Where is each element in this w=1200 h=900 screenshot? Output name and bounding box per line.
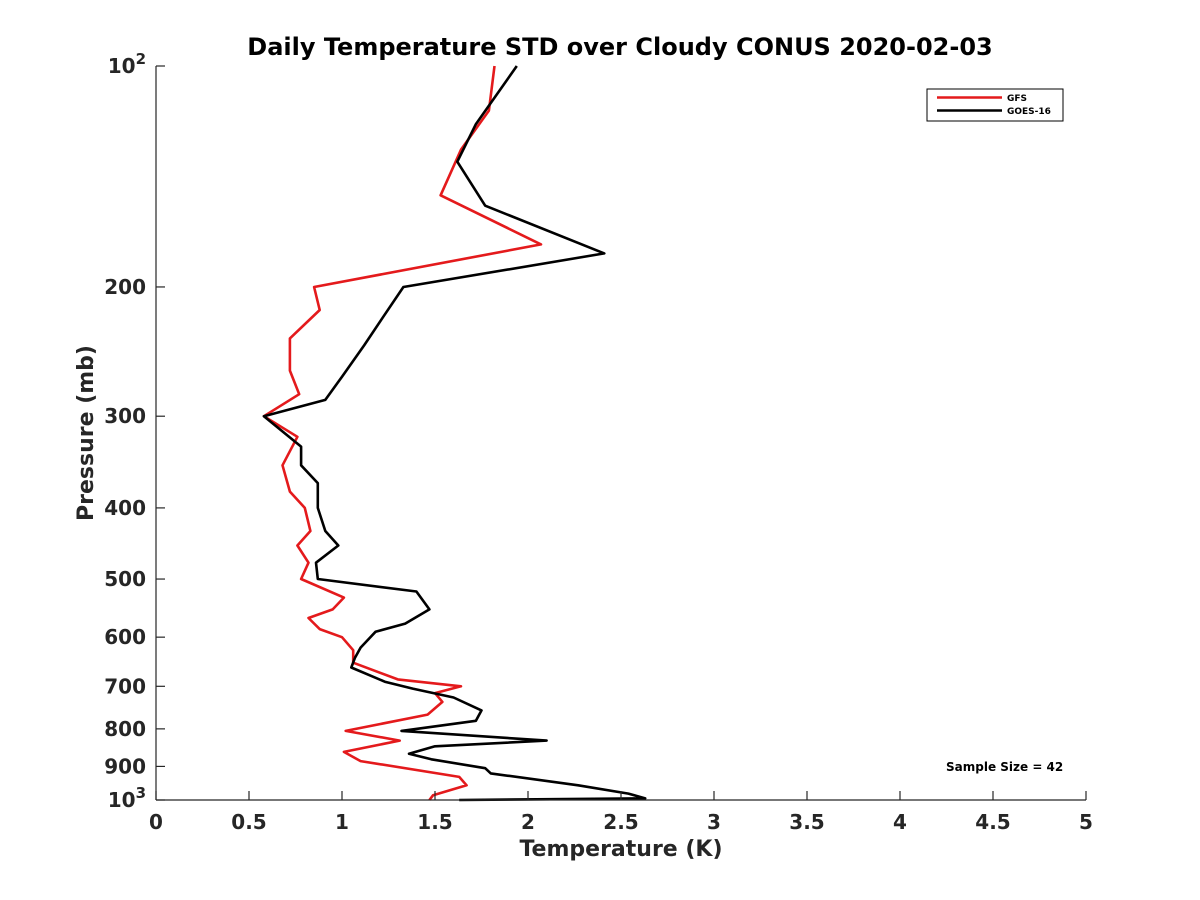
series-line-goes16 <box>262 65 647 802</box>
y-tick-label: 200 <box>104 275 146 299</box>
y-tick-label: 900 <box>104 754 146 778</box>
series-line-gfs <box>262 65 543 801</box>
x-tick-label: 3.5 <box>789 810 824 834</box>
y-tick-label: 600 <box>104 625 146 649</box>
y-tick-label: 400 <box>104 496 146 520</box>
x-tick-label: 5 <box>1079 810 1093 834</box>
sample-size-annotation: Sample Size = 42 <box>946 760 1063 774</box>
x-tick-label: 1 <box>335 810 349 834</box>
legend: GFS GOES-16 <box>926 88 1064 122</box>
y-tick-label: 500 <box>104 567 146 591</box>
y-axis-label: Pressure (mb) <box>74 345 99 521</box>
y-tick-label: 300 <box>104 404 146 428</box>
x-tick-label: 2 <box>521 810 535 834</box>
y-tick-label: 800 <box>104 717 146 741</box>
legend-box <box>926 88 1064 122</box>
y-tick-label: 102 <box>108 50 146 78</box>
x-tick-label: 4.5 <box>975 810 1010 834</box>
x-tick-label: 3 <box>707 810 721 834</box>
y-tick-label: 103 <box>108 784 146 812</box>
chart-title: Daily Temperature STD over Cloudy CONUS … <box>247 33 992 61</box>
series-layer <box>262 65 647 802</box>
legend-label-gfs: GFS <box>1007 94 1027 104</box>
y-ticks: 102 200 300 400 500 600 700 800 900 103 <box>104 50 165 812</box>
x-tick-label: 1.5 <box>417 810 452 834</box>
x-tick-label: 4 <box>893 810 907 834</box>
x-tick-label: 2.5 <box>603 810 638 834</box>
legend-label-goes16: GOES-16 <box>1007 107 1051 117</box>
x-tick-label: 0.5 <box>231 810 266 834</box>
x-ticks: 0 0.5 1 1.5 2 2.5 3 3.5 4 4.5 5 <box>149 791 1093 834</box>
y-tick-label: 700 <box>104 674 146 698</box>
x-axis-label: Temperature (K) <box>519 837 722 862</box>
x-tick-label: 0 <box>149 810 163 834</box>
